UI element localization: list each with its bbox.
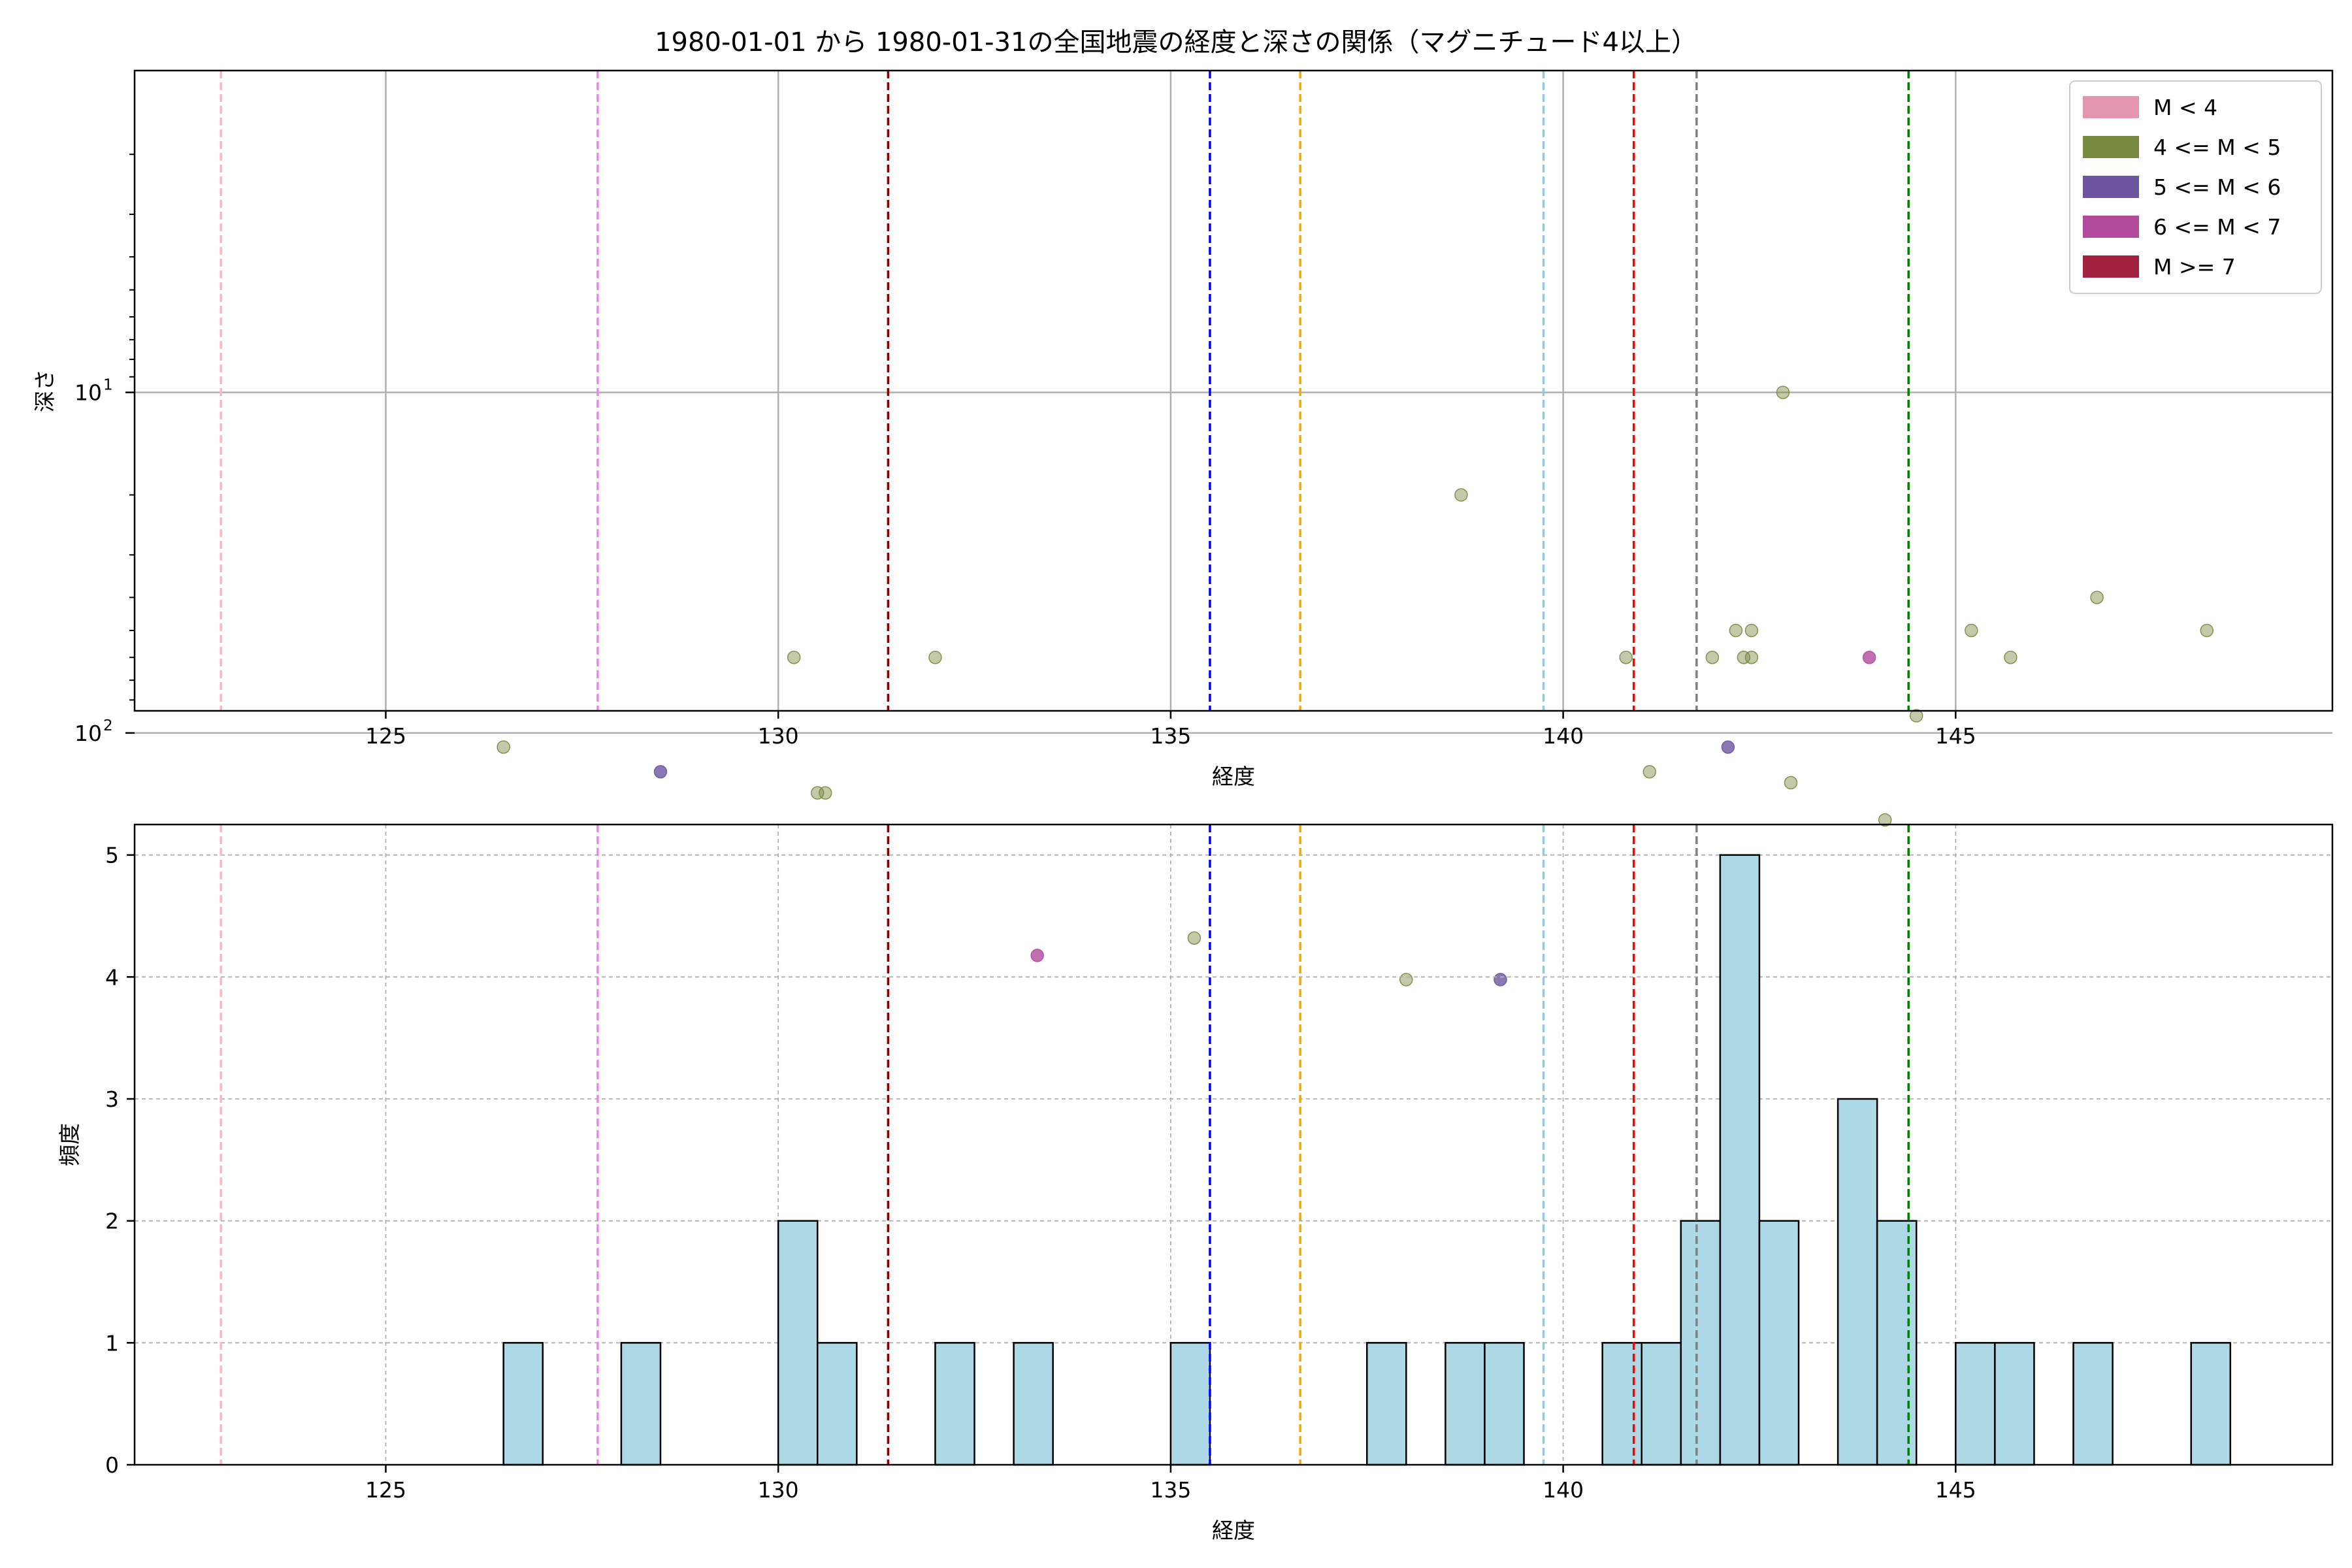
scatter-point [1494,973,1507,987]
scatter-point [1642,765,1657,779]
histogram-bar [1365,1342,1407,1466]
histogram-panel: 125 130 135 140 145 0 1 2 3 4 5 経度 頻度 [57,823,2334,1543]
scatter-x-axis-label: 経度 [1212,764,1255,789]
scatter-xtick-label: 145 [1935,723,1976,749]
scatter-point [653,765,668,779]
scatter-point [810,786,825,800]
histogram-bar [1837,1098,1878,1466]
histogram-bar [777,1220,819,1466]
histogram-bar [1013,1342,1054,1466]
hist-xtick-label: 145 [1935,1477,1976,1503]
scatter-point [1909,709,1923,723]
scatter-point [1862,650,1876,664]
scatter-legend: M < 4 4 <= M < 5 5 <= M < 6 6 <= M < 7 M >= … [2069,80,2322,294]
scatter-point [1878,813,1892,827]
hist-xtick-label: 135 [1150,1477,1191,1503]
scatter-point [1705,650,1720,664]
histogram-bar [1484,1342,1525,1466]
scatter-xtick-label: 135 [1150,723,1191,749]
histogram-bar [1641,1342,1682,1466]
hist-x-axis-label: 経度 [1212,1518,1255,1543]
legend-swatch [2083,136,2139,158]
scatter-ytick-label: 10 [74,380,102,406]
legend-label: 4 <= M < 5 [2153,135,2281,160]
scatter-ytick-label: 10 [74,721,102,746]
histogram-bar [1719,854,1761,1466]
figure-title: 1980-01-01 から 1980-01-31の全国地震の経度と深さの関係（マ… [655,27,1697,57]
legend-frame [2069,80,2322,294]
scatter-point [1744,650,1759,664]
histogram-bar [1994,1342,2035,1466]
hist-axes-frame [133,823,2334,1466]
histogram-bar [1876,1220,1918,1466]
hist-ytick-label: 2 [105,1209,119,1234]
hist-ytick-label: 0 [105,1452,119,1478]
histogram-bar [1601,1342,1642,1466]
hist-ytick-label: 4 [105,964,119,990]
scatter-point [1729,623,1743,638]
histogram-bar [1445,1342,1486,1466]
scatter-point [928,650,942,664]
histogram-bar [816,1342,858,1466]
scatter-y-axis-label: 深さ [32,369,57,412]
legend-swatch [2083,255,2139,278]
scatter-ytick-exponent: 2 [103,717,113,734]
hist-ytick-label: 3 [105,1086,119,1112]
scatter-point [1784,776,1798,790]
histogram-bar [1758,1220,1800,1466]
hist-xtick-label: 140 [1543,1477,1584,1503]
scatter-point [1454,488,1468,502]
hist-ytick-label: 5 [105,843,119,868]
scatter-point [1776,385,1790,399]
histogram-bar [502,1342,544,1466]
histogram-bar [1680,1220,1722,1466]
scatter-point [2200,623,2214,638]
scatter-point [1030,949,1044,962]
scatter-ytick-exponent: 1 [103,377,113,394]
scatter-point [1399,973,1413,987]
scatter-point [497,740,510,754]
histogram-bar [2190,1342,2232,1466]
scatter-xtick-label: 140 [1543,723,1584,749]
scatter-point [1721,740,1735,754]
legend-swatch [2083,96,2139,118]
legend-label: M >= 7 [2153,254,2236,280]
scatter-point [819,786,832,800]
histogram-bar [934,1342,975,1466]
histogram-bar [2072,1342,2114,1466]
histogram-bar [1169,1342,1211,1466]
hist-y-axis-label: 頻度 [57,1123,82,1166]
histogram-bar [620,1342,662,1466]
scatter-point [1744,623,1759,638]
scatter-point [2090,591,2104,604]
scatter-point [2004,650,2017,664]
scatter-point [1187,931,1201,945]
legend-label: 5 <= M < 6 [2153,174,2281,200]
histogram-bar [1955,1342,1996,1466]
scatter-point [1737,650,1751,664]
scatter-point [1965,623,1978,638]
legend-swatch [2083,216,2139,238]
scatter-xtick-label: 125 [365,723,406,749]
legend-label: M < 4 [2153,95,2217,120]
scatter-point [1619,650,1633,664]
legend-swatch [2083,176,2139,198]
scatter-xtick-label: 130 [758,723,799,749]
scatter-point [787,650,801,664]
hist-ytick-label: 1 [105,1330,119,1356]
hist-xtick-label: 125 [365,1477,406,1503]
scatter-axes-frame [133,69,2334,712]
hist-xtick-label: 130 [758,1477,799,1503]
legend-label: 6 <= M < 7 [2153,214,2281,240]
